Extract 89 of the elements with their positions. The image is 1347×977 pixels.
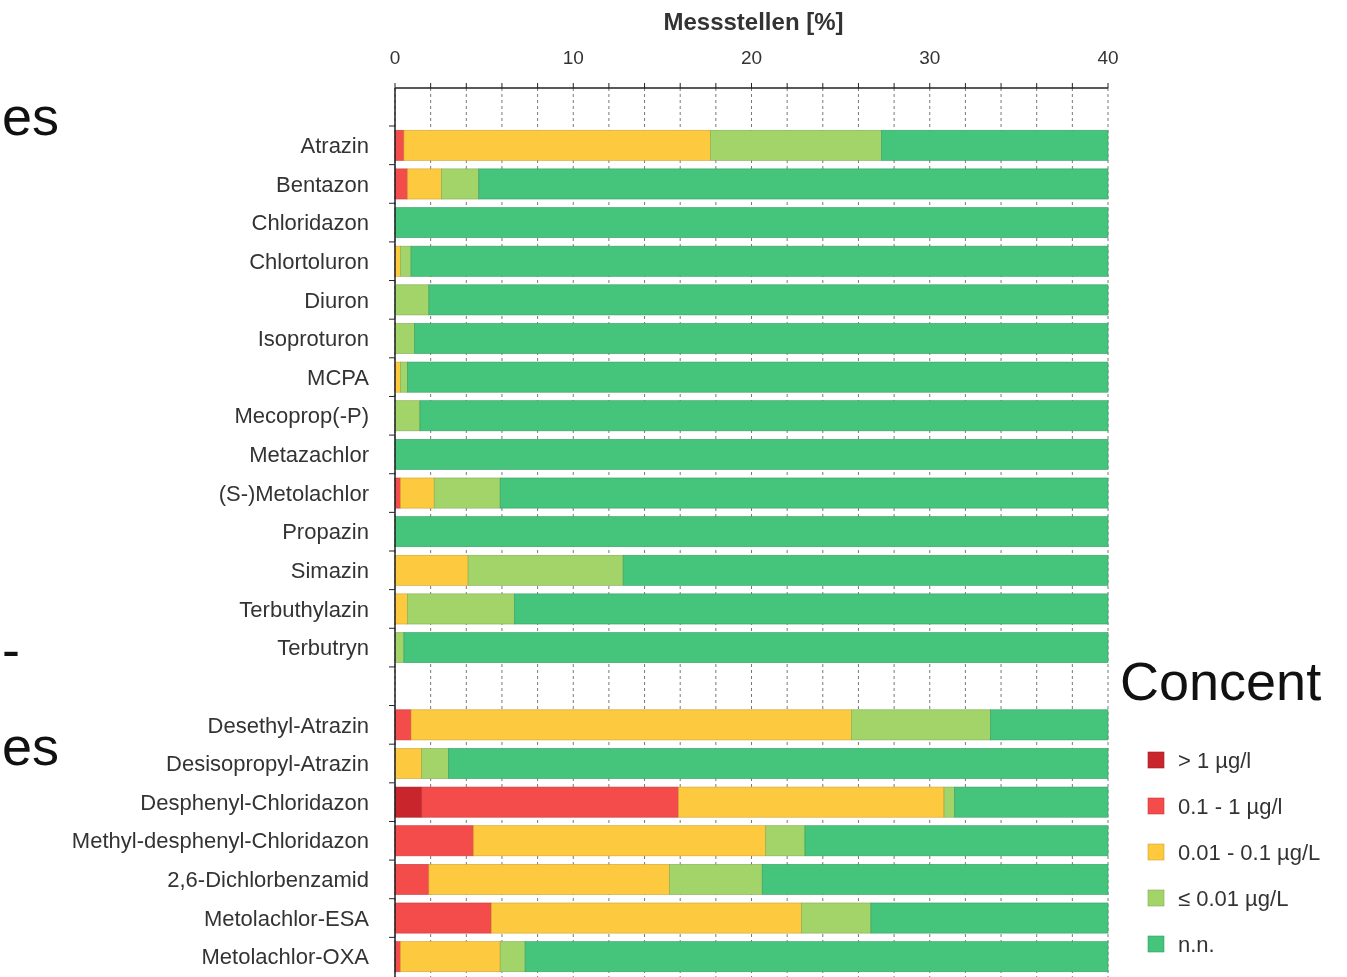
bar <box>669 864 763 895</box>
bar <box>394 323 415 354</box>
bar <box>400 477 435 509</box>
text: es <box>2 716 60 776</box>
bar <box>394 902 492 934</box>
bar <box>400 361 408 393</box>
bar <box>400 941 501 973</box>
legend-label: 0.1 - 1 µg/l <box>1178 793 1283 819</box>
x-tick-label: 30 <box>919 47 941 68</box>
bar <box>407 361 1109 393</box>
bar <box>394 825 474 857</box>
legend-label: > 1 µg/l <box>1178 747 1252 773</box>
bar <box>710 129 882 161</box>
y-tick-label: Metolachlor-OXA <box>201 944 370 970</box>
bar <box>428 864 670 895</box>
y-tick-label: Isoproturon <box>257 326 369 352</box>
y-tick-label: Desphenyl-Chloridazon <box>140 789 369 815</box>
x-tick-label: 40 <box>1097 47 1119 68</box>
y-tick-label: Chloridazon <box>251 210 369 236</box>
y-tick-label: Desethyl-Atrazin <box>207 712 369 738</box>
bar <box>473 825 767 857</box>
bar <box>421 748 449 779</box>
bar <box>870 902 1109 934</box>
y-tick-label: Simazin <box>290 558 369 584</box>
legend-label: ≤ 0.01 µg/L <box>1178 885 1289 911</box>
y-tick-label: Desisopropyl-Atrazin <box>166 751 369 777</box>
bar <box>954 786 1109 818</box>
bar <box>499 941 526 973</box>
bar <box>851 709 991 741</box>
bar <box>428 284 1109 316</box>
bar <box>410 245 1109 277</box>
bar <box>394 400 421 432</box>
text: es <box>2 86 60 146</box>
bar <box>394 786 423 818</box>
text: Concent <box>1120 651 1322 711</box>
bar <box>490 902 802 934</box>
y-tick-label: Atrazin <box>300 133 369 159</box>
bar <box>804 825 1109 857</box>
y-tick-label: Terbuthylazin <box>239 596 369 622</box>
bar <box>394 748 423 779</box>
y-tick-label: Methyl-desphenyl-Chloridazon <box>71 828 369 854</box>
bar <box>678 786 945 818</box>
bar <box>419 400 1109 432</box>
bar <box>499 477 1109 509</box>
bar <box>943 786 956 818</box>
y-tick-label: Mecoprop(-P) <box>234 403 369 429</box>
legend-label: n.n. <box>1178 931 1215 957</box>
x-tick-label: 0 <box>389 47 401 68</box>
bar <box>524 941 1109 973</box>
y-tick-label: Bentazon <box>276 171 369 197</box>
x-axis-title: Messstellen [%] <box>663 8 844 35</box>
bar <box>441 168 480 200</box>
bar <box>403 632 1109 663</box>
bar <box>394 284 430 316</box>
bar <box>414 323 1109 354</box>
y-tick-label: Terbutryn <box>277 635 369 661</box>
bar <box>467 554 624 586</box>
bar <box>403 129 711 161</box>
y-tick-label: (S-)Metolachlor <box>218 480 369 506</box>
bar <box>514 593 1109 625</box>
text: - <box>2 619 20 679</box>
bar <box>990 709 1109 741</box>
y-tick-label: Chlortoluron <box>249 248 369 274</box>
bar <box>478 168 1109 200</box>
bar <box>407 168 442 200</box>
y-tick-label: Propazin <box>282 519 369 545</box>
x-tick-label: 20 <box>740 47 763 68</box>
bar <box>765 825 806 857</box>
bar <box>801 902 872 934</box>
y-tick-label: MCPA <box>307 364 370 390</box>
y-tick-label: Metazachlor <box>249 442 369 468</box>
y-tick-label: Diuron <box>304 287 369 313</box>
bar <box>421 786 679 818</box>
y-tick-label: Metolachlor-ESA <box>203 905 370 931</box>
bar <box>410 709 852 741</box>
bar <box>394 516 1109 548</box>
x-tick-label: 10 <box>562 47 584 68</box>
bar <box>622 554 1109 586</box>
bar <box>761 864 1109 895</box>
bar <box>394 554 469 586</box>
y-tick-label: 2,6-Dichlorbenzamid <box>167 867 369 893</box>
bar <box>407 593 515 625</box>
bar <box>394 439 1109 470</box>
bar <box>881 129 1109 161</box>
bar <box>394 864 430 895</box>
bar <box>433 477 501 509</box>
bar <box>448 748 1109 779</box>
legend-label: 0.01 - 0.1 µg/L <box>1178 839 1321 865</box>
bar <box>394 207 1109 238</box>
